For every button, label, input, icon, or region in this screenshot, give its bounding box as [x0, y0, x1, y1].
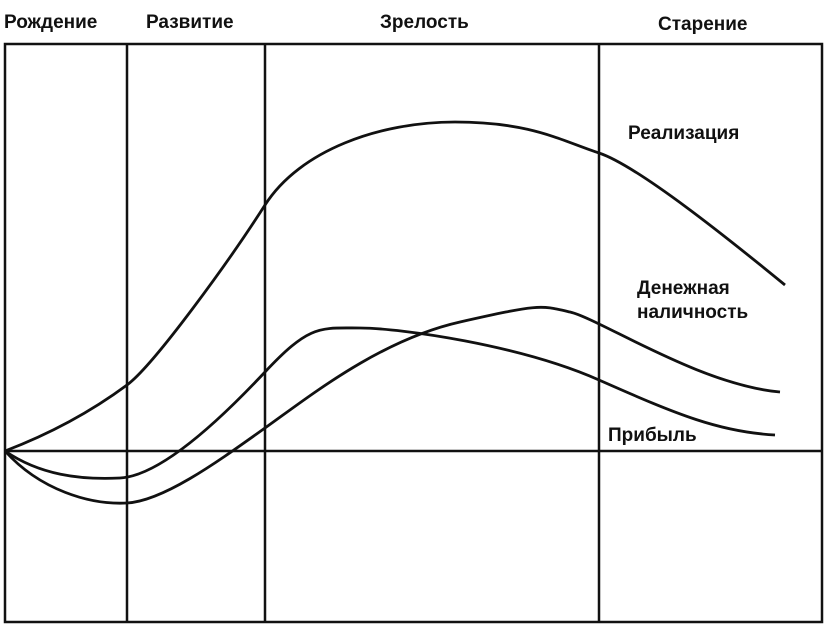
curve-label: Денежная — [637, 278, 730, 299]
profit-curve — [4, 326, 776, 480]
stage-label: Зрелость — [380, 12, 469, 33]
curve-label: Прибыль — [608, 425, 697, 446]
curve-label: наличность — [637, 302, 748, 323]
frame — [3, 42, 824, 624]
sales-curve — [4, 120, 786, 453]
curve-label: Реализация — [628, 123, 739, 144]
border — [3, 42, 824, 624]
cash-curve — [3, 305, 781, 505]
stage-label: Рождение — [4, 12, 97, 33]
stage-label: Старение — [658, 14, 748, 35]
stage-label: Развитие — [146, 12, 234, 33]
